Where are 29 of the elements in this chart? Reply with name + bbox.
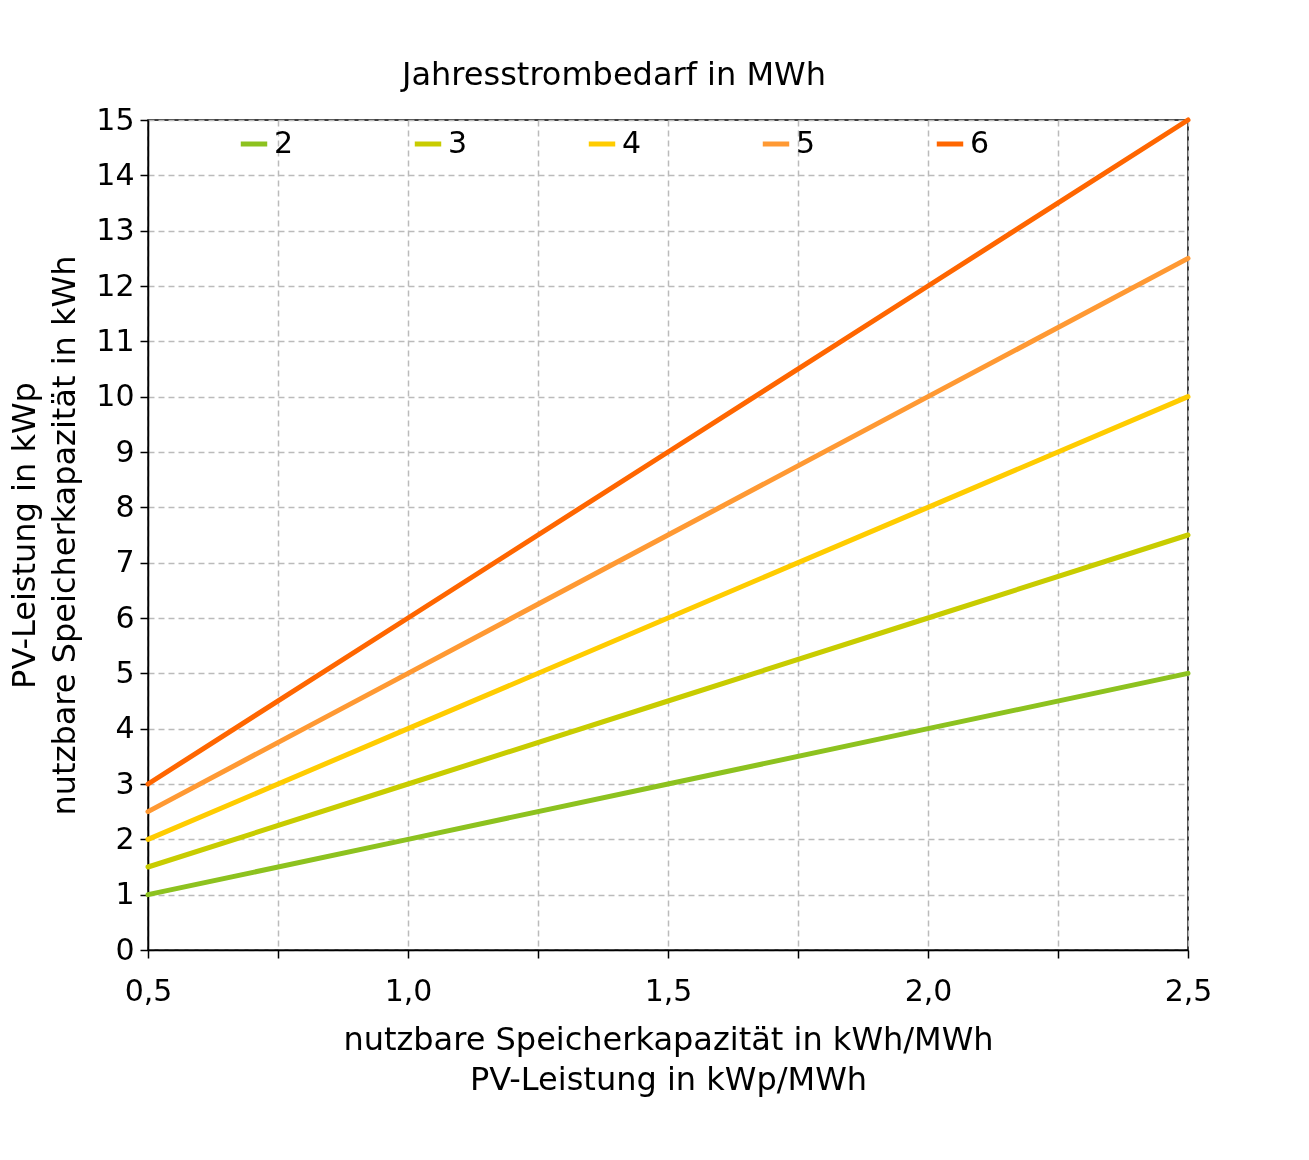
- x-axis-title: nutzbare Speicherkapazität in kWh/MWh PV-Leistung in kWp/MWh: [343, 1019, 994, 1098]
- y-tick-label: 5: [115, 654, 135, 690]
- y-tick-label: 15: [96, 101, 135, 137]
- y-tick-label: 7: [115, 544, 135, 580]
- x-tick-label: 1,0: [384, 972, 433, 1008]
- y-tick-label: 10: [96, 378, 135, 414]
- y-tick-label: 8: [115, 488, 135, 524]
- legend-title: Jahresstrombedarf in MWh: [400, 55, 826, 93]
- y-tick-label: 12: [96, 267, 135, 303]
- y-tick-label: 2: [115, 820, 135, 856]
- y-tick-label: 4: [115, 710, 135, 746]
- y-tick-label: 14: [96, 156, 135, 192]
- legend-label: 4: [622, 125, 642, 160]
- y-tick-label: 1: [115, 876, 135, 912]
- x-tick-label: 2,5: [1164, 972, 1213, 1008]
- y-tick-label: 9: [115, 433, 135, 469]
- y-tick-label: 0: [115, 931, 135, 967]
- x-tick-label: 1,5: [644, 972, 693, 1008]
- y-axis-title: PV-Leistung in kWp nutzbare Speicherkapazität in kWh: [5, 255, 84, 816]
- y-tick-label: 6: [115, 599, 135, 635]
- x-tick-label: 0,5: [124, 972, 173, 1008]
- legend-label: 6: [970, 125, 990, 160]
- y-tick-label: 13: [96, 212, 135, 248]
- legend-label: 3: [448, 125, 468, 160]
- legend-label: 2: [274, 125, 294, 160]
- y-tick-label: 11: [96, 322, 135, 358]
- legend-label: 5: [796, 125, 816, 160]
- y-tick-label: 3: [115, 765, 135, 801]
- x-tick-label: 2,0: [904, 972, 953, 1008]
